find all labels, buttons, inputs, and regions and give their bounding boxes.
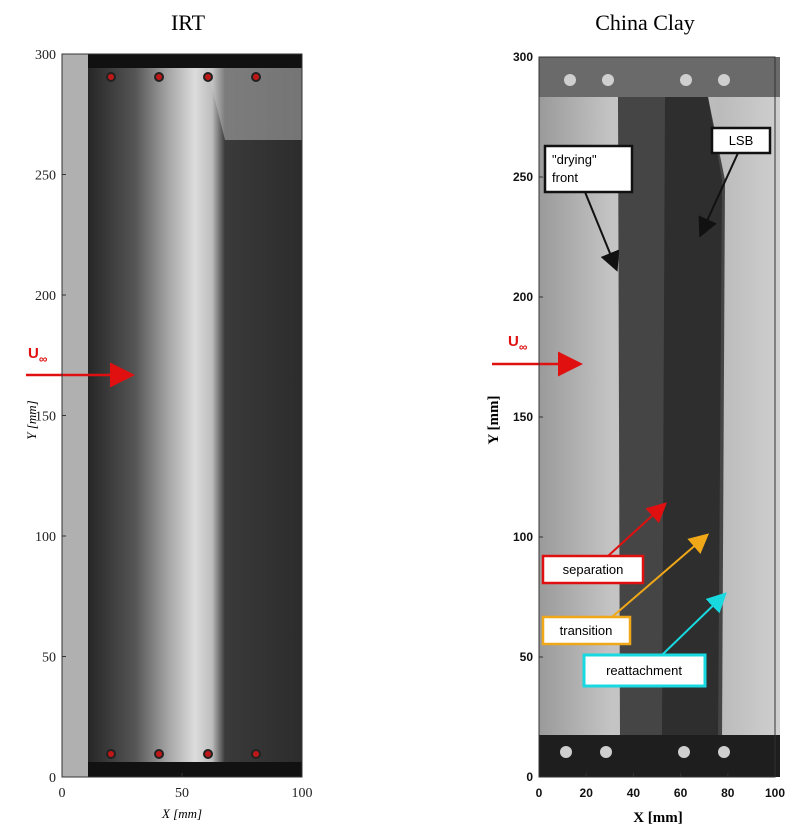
x-tick-label: 50 (175, 786, 189, 801)
y-tick-label: 200 (35, 289, 56, 304)
y-tick-label: 50 (520, 650, 534, 664)
annotation: front (552, 170, 578, 185)
y-tick-label: 250 (35, 168, 56, 183)
y-tick-label: 50 (42, 650, 56, 665)
annotation: transition (560, 623, 613, 638)
y-tick-label: 250 (513, 170, 533, 184)
y-tick-label: 150 (35, 409, 56, 424)
x-tick-label: 80 (721, 786, 735, 800)
x-tick-label: 100 (292, 786, 313, 801)
panel-title: IRT (171, 10, 206, 35)
annotation: reattachment (606, 663, 682, 678)
y-tick-label: 0 (49, 771, 56, 786)
x-tick-label: 0 (536, 786, 543, 800)
y-tick-label: 100 (35, 530, 56, 545)
y-axis-label: Y [mm] (486, 395, 502, 444)
annotation: LSB (729, 133, 754, 148)
x-tick-label: 60 (674, 786, 688, 800)
y-tick-label: 300 (513, 50, 533, 64)
figure: IRT China Clay X [mm] Y [mm] X [mm] Y [m… (0, 0, 807, 833)
y-tick-label: 200 (513, 290, 533, 304)
x-tick-label: 20 (580, 786, 594, 800)
y-tick-label: 0 (526, 770, 533, 784)
flow-label-sub: ∞ (519, 340, 528, 354)
x-axis-label: X [mm] (161, 806, 202, 821)
panel-title: China Clay (595, 10, 695, 35)
x-tick-label: 0 (59, 786, 66, 801)
flow-label-sub: ∞ (39, 352, 48, 366)
flow-label-main: U (28, 345, 39, 362)
flow-label: U∞ (28, 345, 47, 366)
flow-label-main: U (508, 333, 519, 350)
annotation: separation (563, 562, 624, 577)
x-axis-label: X [mm] (633, 810, 683, 826)
y-tick-label: 100 (513, 530, 533, 544)
x-tick-label: 100 (765, 786, 785, 800)
y-tick-label: 300 (35, 48, 56, 63)
y-tick-label: 150 (513, 410, 533, 424)
irt-image (62, 54, 302, 777)
annotation: "drying" (552, 152, 597, 167)
flow-label: U∞ (508, 333, 527, 354)
x-tick-label: 40 (627, 786, 641, 800)
